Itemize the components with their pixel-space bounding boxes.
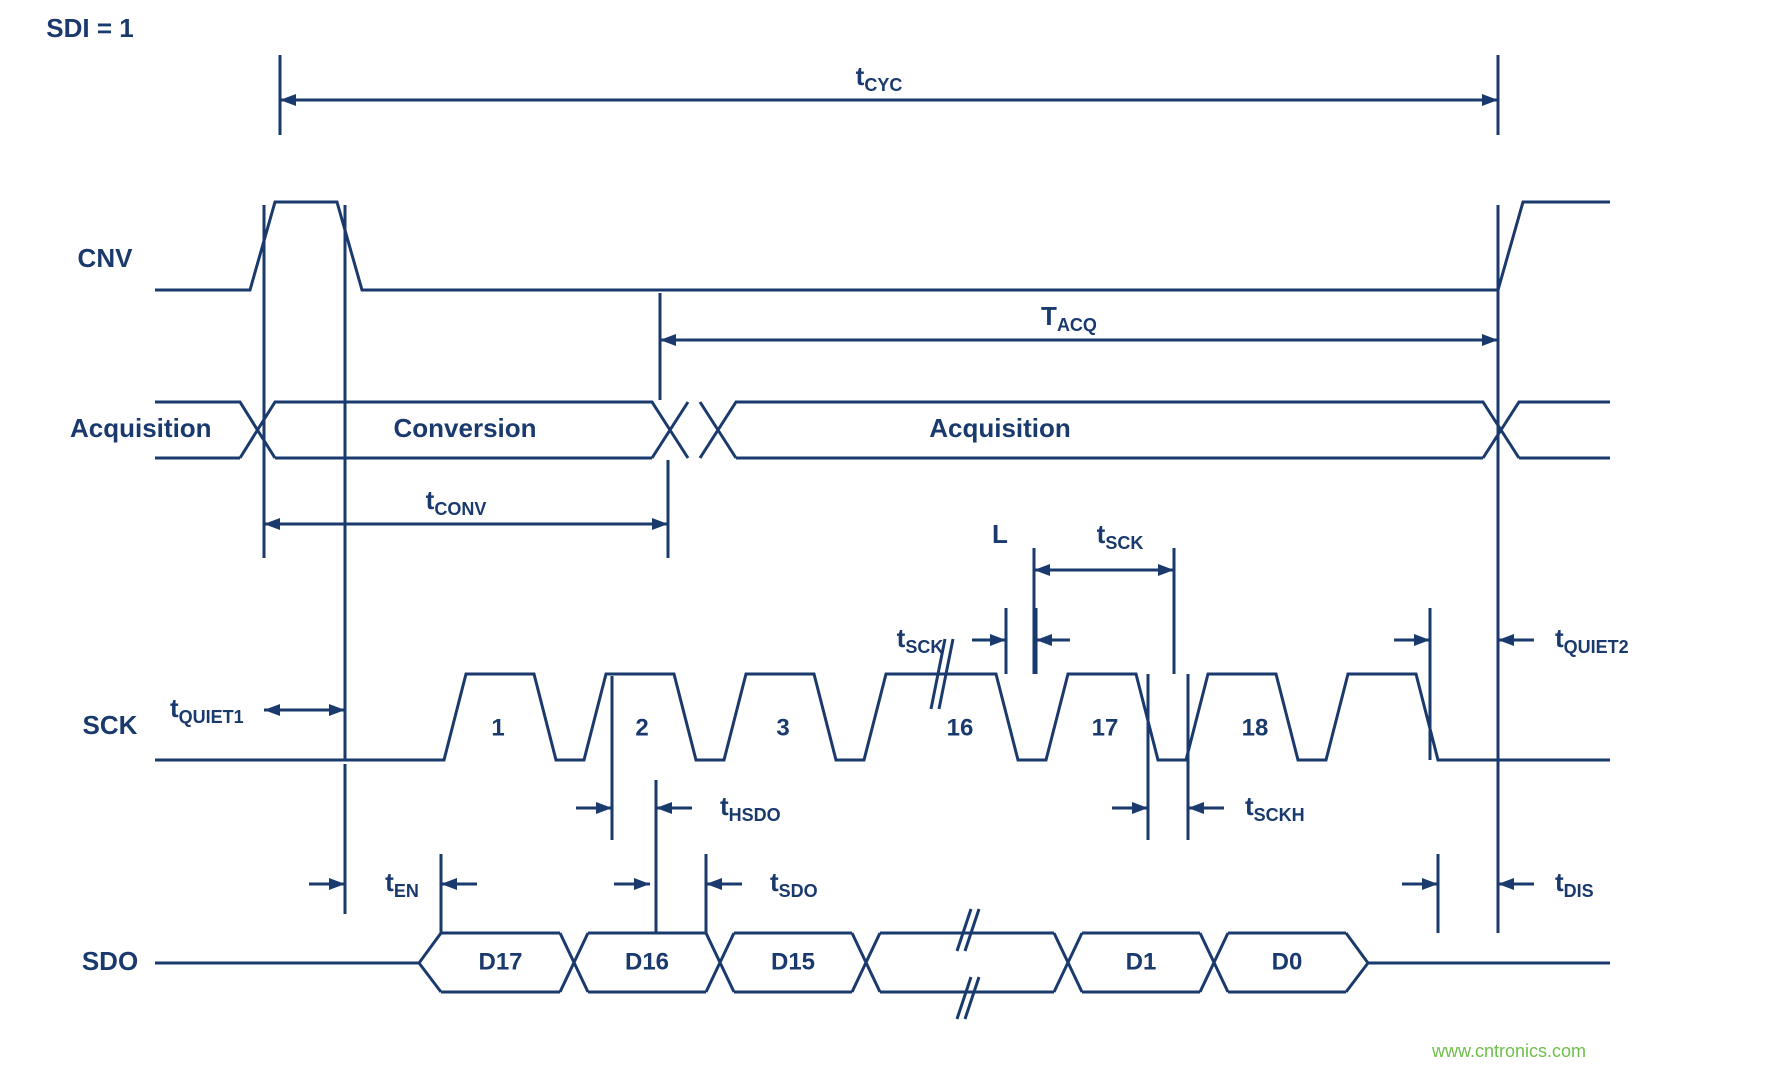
acquisition-row-label: Acquisition: [70, 413, 212, 443]
watermark: www.cntronics.com: [1431, 1041, 1586, 1061]
ten-label: tEN: [385, 867, 419, 901]
cnv-label: CNV: [78, 243, 134, 273]
tacq-label: TACQ: [1041, 301, 1097, 335]
acquisition-phase-label: Acquisition: [929, 413, 1071, 443]
sdo-bit-label: D0: [1272, 948, 1303, 975]
sdo-label: SDO: [82, 946, 138, 976]
tsdo-label: tSDO: [770, 867, 818, 901]
sck-label: SCK: [83, 710, 138, 740]
tdis-label: tDIS: [1555, 867, 1594, 901]
sck-clock-number: 2: [635, 714, 648, 741]
sck-clock-number: 18: [1242, 714, 1269, 741]
sdo-bit-label: D17: [478, 948, 522, 975]
tquiet2-label: tQUIET2: [1555, 623, 1629, 657]
sck-clock-number: 17: [1092, 714, 1119, 741]
tcyc-label: tCYC: [856, 61, 903, 95]
sdo-bit-label: D1: [1126, 948, 1157, 975]
sck-clock-number: 16: [947, 714, 974, 741]
conversion-phase-label: Conversion: [393, 413, 536, 443]
sdo-bit-label: D16: [625, 948, 669, 975]
tconv-label: tCONV: [426, 485, 487, 519]
tquiet1-label: tQUIET1: [170, 693, 244, 727]
L-label: L: [992, 519, 1008, 549]
timing-diagram: SDI = 1 CNV tCYC Acquisition Conversion Acqui…: [0, 0, 1786, 1087]
sck-clock-number: 1: [491, 714, 504, 741]
sdo-bit-label: D15: [771, 948, 815, 975]
tsckh-label: tSCKH: [1245, 791, 1305, 825]
sck-clock-number: 3: [776, 714, 789, 741]
tsck-low-label: tSCK: [897, 623, 944, 657]
tsck-period-label: tSCK: [1097, 519, 1144, 553]
thsdo-label: tHSDO: [720, 791, 781, 825]
sdi-label: SDI = 1: [46, 13, 133, 43]
